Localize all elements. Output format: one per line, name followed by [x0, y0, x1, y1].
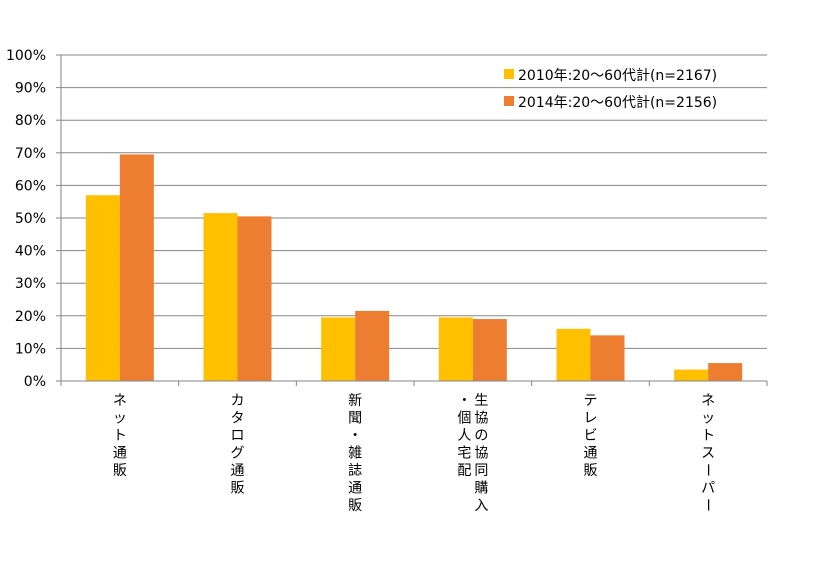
category-label-char: 新: [348, 393, 362, 409]
y-tick-label: 40%: [15, 244, 46, 260]
category-label-char: ト: [113, 428, 127, 444]
category-label-char: ス: [701, 446, 715, 462]
bar-2010-ネットスーパー: [674, 369, 709, 381]
category-label-char: 宅: [457, 446, 471, 462]
category-label-char: 配: [457, 463, 471, 479]
category-label-char: 通: [231, 463, 245, 479]
y-tick-label: 0%: [24, 374, 46, 390]
legend-swatch-2014: [504, 96, 514, 106]
category-label-char: 誌: [348, 463, 362, 479]
category-label-char: ロ: [231, 428, 245, 444]
category-label-char: 入: [474, 498, 488, 514]
bar-2010-新聞・雑誌通販: [321, 317, 356, 381]
category-label-char: 販: [231, 481, 245, 497]
bar-2010-カタログ通販: [203, 213, 238, 381]
category-label-char: 協: [474, 446, 488, 462]
category-label-char: 通: [113, 446, 127, 462]
y-tick-label: 30%: [15, 276, 46, 292]
category-label-char: 個: [457, 411, 471, 427]
legend-label-2014: 2014年:20〜60代計(n=2156): [518, 95, 717, 111]
bar-2014-ネットスーパー: [708, 363, 743, 381]
y-tick-label: 70%: [15, 146, 46, 162]
y-tick-label: 50%: [15, 211, 46, 227]
bar-2014-カタログ通販: [237, 216, 272, 381]
bar-2014-ネット通販: [119, 154, 154, 381]
category-label-char: ッ: [701, 411, 715, 427]
y-tick-label: 100%: [6, 48, 46, 64]
y-tick-label: 10%: [15, 341, 46, 357]
category-label-char: 同: [474, 463, 488, 479]
bar-2010-テレビ通販: [556, 328, 591, 381]
legend-swatch-2010: [504, 69, 514, 79]
category-label-char: 人: [457, 428, 471, 444]
category-label-char: 販: [113, 463, 127, 479]
category-label-char: テ: [584, 393, 598, 409]
category-label-char: 販: [348, 498, 362, 514]
category-label-char: 販: [584, 463, 598, 479]
category-label-char: レ: [584, 411, 598, 427]
bars: [85, 154, 743, 381]
category-label-char: カ: [231, 393, 245, 409]
bar-2010-生協の協同購入・個人宅配: [438, 317, 473, 381]
category-label-char: ー: [699, 498, 715, 512]
category-label-char: 聞: [348, 411, 362, 427]
category-label-char: ・: [457, 393, 471, 409]
category-label-char: ト: [701, 428, 715, 444]
legend-label-2010: 2010年:20〜60代計(n=2167): [518, 68, 717, 84]
category-label-char: ッ: [113, 411, 127, 427]
bar-2014-生協の協同購入・個人宅配: [472, 319, 507, 381]
y-tick-label: 60%: [15, 178, 46, 194]
grid-lines: [56, 54, 767, 382]
bar-2010-ネット通販: [85, 195, 120, 381]
category-label-char: 通: [584, 446, 598, 462]
category-label-char: パ: [701, 481, 715, 497]
category-label-char: 購: [474, 481, 488, 497]
category-labels: ネット通販カタログ通販新聞・雑誌通販生協の協同購入・個人宅配テレビ通販ネットスー…: [113, 393, 715, 514]
legend: 2010年:20〜60代計(n=2167) 2014年:20〜60代計(n=21…: [504, 68, 717, 111]
bar-2014-テレビ通販: [590, 335, 625, 381]
category-label-char: グ: [231, 446, 245, 462]
category-label-char: ー: [699, 463, 715, 477]
category-label-char: 通: [348, 481, 362, 497]
category-label-char: の: [474, 428, 488, 444]
category-label-char: ・: [348, 428, 362, 444]
y-tick-labels: 0% 10% 20% 30% 40% 50% 60% 70% 80% 90% 100%: [6, 48, 46, 390]
category-label-char: ビ: [584, 428, 598, 444]
category-label-char: 生: [474, 393, 488, 409]
bar-2014-新聞・雑誌通販: [355, 310, 390, 381]
y-tick-label: 90%: [15, 81, 46, 97]
category-label-char: 協: [474, 411, 488, 427]
axes: [60, 55, 768, 386]
y-tick-label: 80%: [15, 113, 46, 129]
category-label-char: ネ: [701, 393, 715, 409]
y-tick-label: 20%: [15, 309, 46, 325]
category-label-char: ネ: [113, 393, 127, 409]
category-label-char: 雑: [348, 446, 362, 462]
category-label-char: タ: [231, 411, 245, 427]
